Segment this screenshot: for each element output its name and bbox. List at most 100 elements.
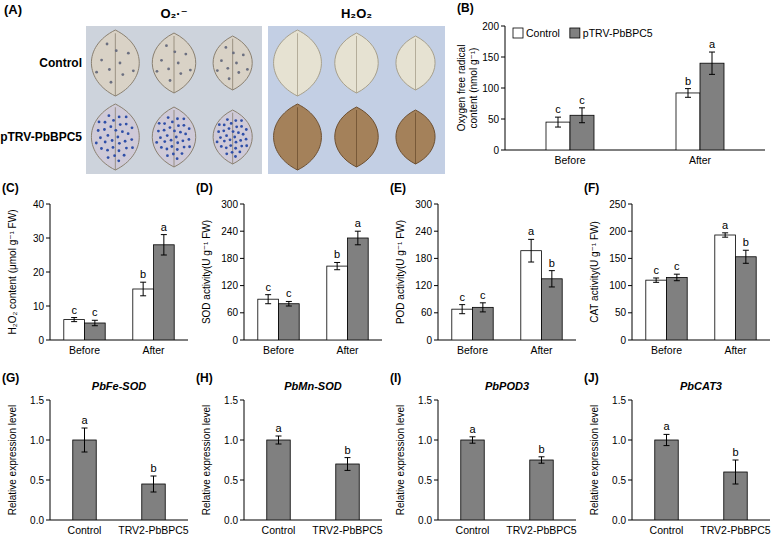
stain-spot xyxy=(245,144,248,147)
error-stem xyxy=(688,89,689,98)
stain-spot xyxy=(104,141,107,144)
leaf xyxy=(91,30,139,96)
legend-label: pTRV-PbBPC5 xyxy=(583,27,653,39)
y-tick xyxy=(240,258,244,259)
panel-label: (G) xyxy=(2,371,19,385)
leaf xyxy=(335,107,378,167)
stain-spot xyxy=(171,121,174,124)
stain-spot xyxy=(182,124,185,127)
chart-panel: (H)PbMn-SOD0.00.51.01.5Relative expressi… xyxy=(196,371,383,536)
significance-letter: c xyxy=(653,264,659,276)
y-axis-title: CAT activity(U g⁻¹ FW) xyxy=(589,221,600,323)
bars xyxy=(64,235,174,340)
significance-letter: b xyxy=(150,462,156,474)
stain-spot xyxy=(232,130,235,133)
y-tick-label: 0.5 xyxy=(30,475,44,486)
error-stem xyxy=(94,320,95,325)
error-cap xyxy=(470,436,476,437)
stain-spot xyxy=(158,122,161,125)
significance-letter: a xyxy=(161,221,168,233)
y-tick xyxy=(46,480,50,481)
y-tick-label: 200 xyxy=(609,226,626,237)
y-tick xyxy=(628,440,632,441)
stain-spot xyxy=(127,132,130,135)
y-tick-label: 1.5 xyxy=(30,395,44,406)
stain-spot xyxy=(130,138,133,141)
error-cap xyxy=(709,52,715,53)
stain-spot xyxy=(234,155,237,158)
stain-spot xyxy=(218,123,221,126)
significance-letter: a xyxy=(81,414,88,426)
leaf-blade xyxy=(396,36,435,90)
y-tick xyxy=(501,57,505,58)
stain-spot xyxy=(166,134,169,137)
y-tick xyxy=(46,440,50,441)
y-tick xyxy=(240,231,244,232)
stain-spot xyxy=(176,117,179,120)
significance-letter: a xyxy=(275,422,282,434)
chart-panel: (B)050100150200Oxygen free radicalconten… xyxy=(456,1,765,166)
stain-spot xyxy=(183,146,186,149)
error-bar xyxy=(528,239,534,262)
leaf-blade xyxy=(274,104,322,170)
error-cap xyxy=(674,274,680,275)
leaf-vein xyxy=(415,39,416,90)
bar xyxy=(715,235,736,340)
row-label: Control xyxy=(39,56,82,70)
leaf-vein xyxy=(115,33,116,96)
error-bar xyxy=(286,301,292,306)
error-bar xyxy=(549,271,555,287)
y-tick-label: 50 xyxy=(615,307,627,318)
x-tick-label: TRV2-PbBPC5 xyxy=(506,524,577,536)
error-stem xyxy=(347,458,348,471)
significance-letter: b xyxy=(685,75,691,87)
error-bar xyxy=(685,89,691,98)
annotations: ab xyxy=(663,420,738,458)
error-cap xyxy=(480,311,486,312)
leaf-vein xyxy=(356,110,357,167)
figure: (A)O₂·⁻H₂O₂ControlpTRV-PbBPC5(B)05010015… xyxy=(0,0,776,551)
x-tick-label: After xyxy=(689,154,712,166)
x-tick-label: Before xyxy=(69,344,100,356)
x-tick-label: Before xyxy=(263,344,294,356)
y-axis-title: Relative expression level xyxy=(589,405,600,516)
error-bar xyxy=(161,235,167,255)
error-stem xyxy=(143,282,144,296)
error-bar xyxy=(334,262,340,269)
stain-spot xyxy=(240,125,243,128)
x-tick-label: TRV2-PbBPC5 xyxy=(312,524,383,536)
leaf xyxy=(152,107,195,167)
y-label-group: H₂O₂ content (μmol g⁻¹ FW) xyxy=(7,210,18,335)
stain-spot xyxy=(125,123,128,126)
stain-spot xyxy=(172,153,175,156)
y-tick-label: 150 xyxy=(609,253,626,264)
error-cap xyxy=(480,302,486,303)
leaf-blade xyxy=(274,30,322,96)
y-axis xyxy=(50,400,51,520)
stain-spot xyxy=(246,68,249,71)
error-cap xyxy=(92,325,98,326)
error-cap xyxy=(674,280,680,281)
stain-spot xyxy=(160,146,163,149)
y-axis-title-line: content (nmol g⁻¹) xyxy=(468,48,479,129)
significance-letter: a xyxy=(355,217,362,229)
x-tick-label: After xyxy=(336,344,359,356)
error-stem xyxy=(725,233,726,237)
y-tick xyxy=(628,231,632,232)
stain-spot xyxy=(100,59,103,62)
bar xyxy=(85,323,106,340)
leaf xyxy=(396,36,435,90)
y-label-group: SOD activity(U g⁻¹ FW) xyxy=(201,220,212,324)
panel-label: (D) xyxy=(196,181,213,195)
bar xyxy=(473,307,494,340)
leaf-blade xyxy=(91,104,139,170)
stain-spot xyxy=(242,54,245,57)
stain-spot xyxy=(100,147,103,150)
bar xyxy=(655,440,678,520)
y-label-group: Relative expression level xyxy=(589,405,600,516)
stain-spot xyxy=(240,119,243,122)
stain-spot xyxy=(112,146,115,149)
error-cap xyxy=(334,262,340,263)
error-stem xyxy=(676,274,677,281)
y-axis-title: Relative expression level xyxy=(201,405,212,516)
